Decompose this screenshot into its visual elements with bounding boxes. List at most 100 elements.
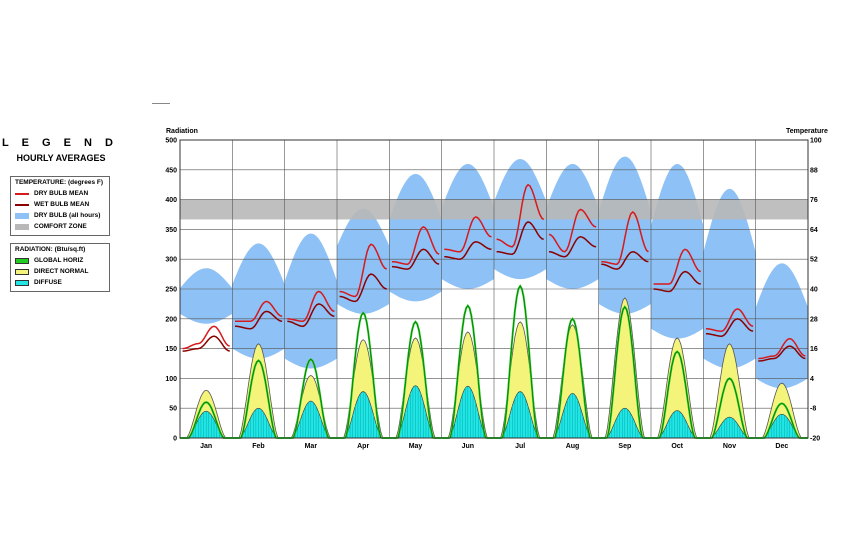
month-tick-label: Dec [775, 443, 788, 450]
right-axis-tick-label: 100 [810, 138, 822, 145]
left-axis-tick-label: 350 [165, 227, 177, 234]
right-axis-tick-label: 40 [810, 287, 818, 294]
month-tick-label: Aug [566, 443, 580, 450]
wet-bulb-mean-line [235, 310, 283, 330]
legend-title: L E G E N D [2, 137, 118, 149]
right-axis-tick-label: -8 [810, 406, 816, 413]
left-axis-tick-label: 100 [165, 376, 177, 383]
wet-bulb-mean-line [182, 335, 230, 352]
legend-swatch [15, 203, 29, 206]
left-axis-tick-label: 450 [165, 167, 177, 174]
wet-bulb-mean-line [548, 236, 597, 258]
dry-bulb-mean-line [548, 208, 597, 253]
dry-bulb-mean-line [758, 337, 806, 360]
decorative-dash [152, 103, 170, 104]
radiation-legend-item: DIFFUSE [15, 277, 105, 288]
dry-bulb-mean-line [287, 290, 335, 323]
wet-bulb-mean-line [601, 251, 649, 270]
month-tick-label: Mar [305, 443, 318, 450]
left-axis-tick-label: 150 [165, 346, 177, 353]
radiation-legend: RADIATION: (Btu/sq.ft) GLOBAL HORIZ DIREC… [10, 243, 110, 292]
legend-swatch [15, 268, 29, 275]
left-axis-tick-label: 500 [165, 138, 177, 145]
left-axis-title: Radiation [166, 128, 198, 135]
legend-swatch [15, 223, 29, 230]
dry-bulb-all-hours-band [232, 243, 285, 359]
wet-bulb-mean-line [705, 318, 754, 337]
temperature-legend-item: WET BULB MEAN [15, 199, 105, 210]
dry-bulb-all-hours-band [703, 188, 756, 369]
month-tick-label: May [409, 443, 423, 450]
legend-swatch [15, 257, 29, 264]
legend-label: DIRECT NORMAL [34, 268, 89, 275]
temperature-legend-item: COMFORT ZONE [15, 221, 105, 232]
month-tick-label: Apr [357, 443, 369, 450]
dry-bulb-all-hours-band [546, 163, 599, 289]
legend-label: DIFFUSE [34, 279, 62, 286]
dry-bulb-all-hours-band [180, 268, 233, 324]
right-axis-tick-label: 28 [810, 316, 818, 323]
dry-bulb-mean-line [601, 210, 649, 265]
direct-normal-area [755, 382, 808, 439]
dry-bulb-mean-line [653, 248, 701, 285]
dry-bulb-all-hours-band [441, 163, 494, 289]
legend-swatch [15, 212, 29, 219]
dry-bulb-mean-line [444, 216, 492, 253]
dry-bulb-mean-line [705, 308, 754, 332]
dry-bulb-mean-line [235, 300, 283, 323]
month-tick-label: Jul [515, 443, 525, 450]
right-axis-title: Temperature [786, 128, 828, 135]
month-tick-label: Nov [723, 443, 736, 450]
right-axis-tick-label: 64 [810, 227, 818, 234]
legend-label: DRY BULB MEAN [34, 190, 89, 197]
wet-bulb-mean-line [496, 221, 544, 255]
month-tick-label: Jan [200, 443, 212, 450]
dry-bulb-mean-line [339, 243, 388, 298]
wet-bulb-mean-line [653, 270, 701, 293]
left-axis-tick-label: 50 [169, 406, 177, 413]
legend-swatch [15, 192, 29, 195]
wet-bulb-mean-line [444, 241, 492, 260]
wet-bulb-mean-line [758, 345, 806, 362]
wet-bulb-mean-line [287, 303, 335, 328]
legend-label: GLOBAL HORIZ [34, 257, 84, 264]
radiation-legend-item: GLOBAL HORIZ [15, 255, 105, 266]
dry-bulb-mean-line [182, 325, 230, 350]
month-tick-label: Feb [252, 443, 264, 450]
direct-normal-area [703, 343, 756, 439]
radiation-legend-header: RADIATION: (Btu/sq.ft) [15, 246, 86, 253]
dry-bulb-all-hours-band [284, 233, 337, 369]
month-tick-label: Jun [462, 443, 474, 450]
legend-label: DRY BULB (all hours) [34, 212, 101, 219]
global-horizontal-outline [494, 285, 547, 439]
legend-subtitle: HOURLY AVERAGES [16, 153, 106, 163]
temperature-legend-item: DRY BULB (all hours) [15, 210, 105, 221]
right-axis-tick-label: 16 [810, 346, 818, 353]
radiation-legend-item: DIRECT NORMAL [15, 266, 105, 277]
temperature-legend-item: DRY BULB MEAN [15, 188, 105, 199]
right-axis-tick-label: 76 [810, 197, 818, 204]
left-axis-tick-label: 300 [165, 257, 177, 264]
dry-bulb-mean-line [391, 226, 440, 265]
right-axis-tick-label: -20 [810, 436, 820, 443]
left-axis-tick-label: 250 [165, 287, 177, 294]
legend-label: COMFORT ZONE [34, 223, 87, 230]
legend-label: WET BULB MEAN [34, 201, 90, 208]
left-axis-tick-label: 400 [165, 197, 177, 204]
left-axis-tick-label: 0 [173, 436, 177, 443]
left-axis-tick-label: 200 [165, 316, 177, 323]
wet-bulb-mean-line [391, 248, 440, 270]
legend-swatch [15, 279, 29, 286]
dry-bulb-all-hours-band [337, 208, 390, 314]
month-tick-label: Oct [671, 443, 683, 450]
temperature-legend-header: TEMPERATURE: (degrees F) [15, 179, 103, 186]
month-tick-label: Sep [618, 443, 631, 450]
right-axis-tick-label: 52 [810, 257, 818, 264]
plot-frame [179, 139, 809, 439]
dry-bulb-mean-line [496, 183, 545, 248]
right-axis-tick-label: 4 [810, 376, 814, 383]
wet-bulb-mean-line [339, 273, 387, 303]
temperature-legend: TEMPERATURE: (degrees F) DRY BULB MEAN WE… [10, 176, 110, 236]
right-axis-tick-label: 88 [810, 167, 818, 174]
